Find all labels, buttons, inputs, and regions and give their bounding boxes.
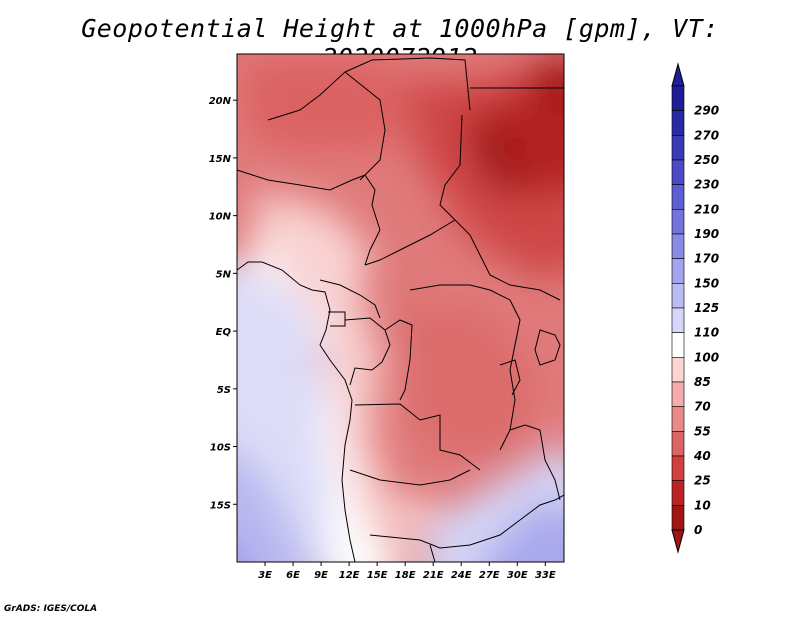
country-borders xyxy=(237,57,564,562)
colorbar-swatch xyxy=(671,480,685,506)
colorbar-label: 10 xyxy=(694,498,711,512)
colorbar-swatch xyxy=(671,455,685,481)
y-tick-label: 15N xyxy=(209,154,232,165)
colorbar-label: 270 xyxy=(694,128,719,142)
colorbar-label: 290 xyxy=(694,104,719,118)
y-tick-label: 10N xyxy=(209,212,232,223)
colorbar-label: 70 xyxy=(694,400,711,414)
colorbar-swatch xyxy=(671,258,685,284)
colorbar-label: 210 xyxy=(694,202,719,216)
colorbar-label: 0 xyxy=(694,523,702,537)
geopotential-field xyxy=(237,54,564,562)
colorbar-swatch xyxy=(671,283,685,309)
colorbar-swatch xyxy=(671,431,685,457)
x-tick-label: 21E xyxy=(423,570,444,581)
x-tick-label: 12E xyxy=(339,570,360,581)
map-frame xyxy=(236,53,565,563)
y-tick-label: 10S xyxy=(210,443,231,454)
colorbar-top-arrow xyxy=(671,62,685,87)
colorbar-swatch xyxy=(671,406,685,432)
colorbar-swatch xyxy=(671,209,685,235)
colorbar-label: 85 xyxy=(694,375,711,389)
y-tick-label: 15S xyxy=(210,500,231,511)
colorbar-label: 125 xyxy=(694,301,719,315)
colorbar-label: 40 xyxy=(693,449,711,463)
y-tick-label: EQ xyxy=(216,327,232,338)
x-axis: 3E 6E 9E 12E 15E 18E 21E 24E 27E 30E 33E xyxy=(258,562,556,581)
x-tick-label: 18E xyxy=(395,570,416,581)
colorbar-label: 25 xyxy=(694,474,711,488)
y-tick-label: 20N xyxy=(209,96,232,107)
colorbar-label: 230 xyxy=(694,178,719,192)
colorbar-swatch xyxy=(671,233,685,259)
colorbar-label: 110 xyxy=(694,326,719,340)
colorbar-swatch xyxy=(671,357,685,383)
grads-credit: GrADS: IGES/COLA xyxy=(4,604,98,614)
y-tick-label: 5N xyxy=(216,269,232,280)
colorbar-swatch xyxy=(671,332,685,358)
x-tick-label: 3E xyxy=(258,570,272,581)
colorbar-label: 170 xyxy=(694,252,719,266)
colorbar-label: 190 xyxy=(694,227,719,241)
colorbar-swatch xyxy=(671,135,685,161)
colorbar-swatch xyxy=(671,184,685,210)
colorbar-label: 250 xyxy=(694,153,719,167)
x-tick-label: 24E xyxy=(451,570,472,581)
x-tick-label: 15E xyxy=(367,570,388,581)
colorbar: 2902702502302101901701501251101008570554… xyxy=(671,62,719,554)
colorbar-label: 100 xyxy=(694,350,719,364)
x-tick-label: 9E xyxy=(314,570,328,581)
x-tick-label: 30E xyxy=(507,570,528,581)
colorbar-swatch xyxy=(671,307,685,333)
colorbar-swatch xyxy=(671,159,685,185)
colorbar-swatch xyxy=(671,85,685,111)
y-axis: 20N 15N 10N 5N EQ 5S 10S 15S xyxy=(209,96,237,511)
colorbar-label: 55 xyxy=(694,424,711,438)
colorbar-label: 150 xyxy=(694,276,719,290)
x-tick-label: 6E xyxy=(286,570,300,581)
colorbar-swatch xyxy=(671,381,685,407)
x-tick-label: 33E xyxy=(535,570,556,581)
colorbar-swatch xyxy=(671,505,685,531)
x-tick-label: 27E xyxy=(479,570,500,581)
colorbar-bottom-arrow xyxy=(671,529,685,554)
y-tick-label: 5S xyxy=(217,385,231,396)
colorbar-swatch xyxy=(671,110,685,136)
